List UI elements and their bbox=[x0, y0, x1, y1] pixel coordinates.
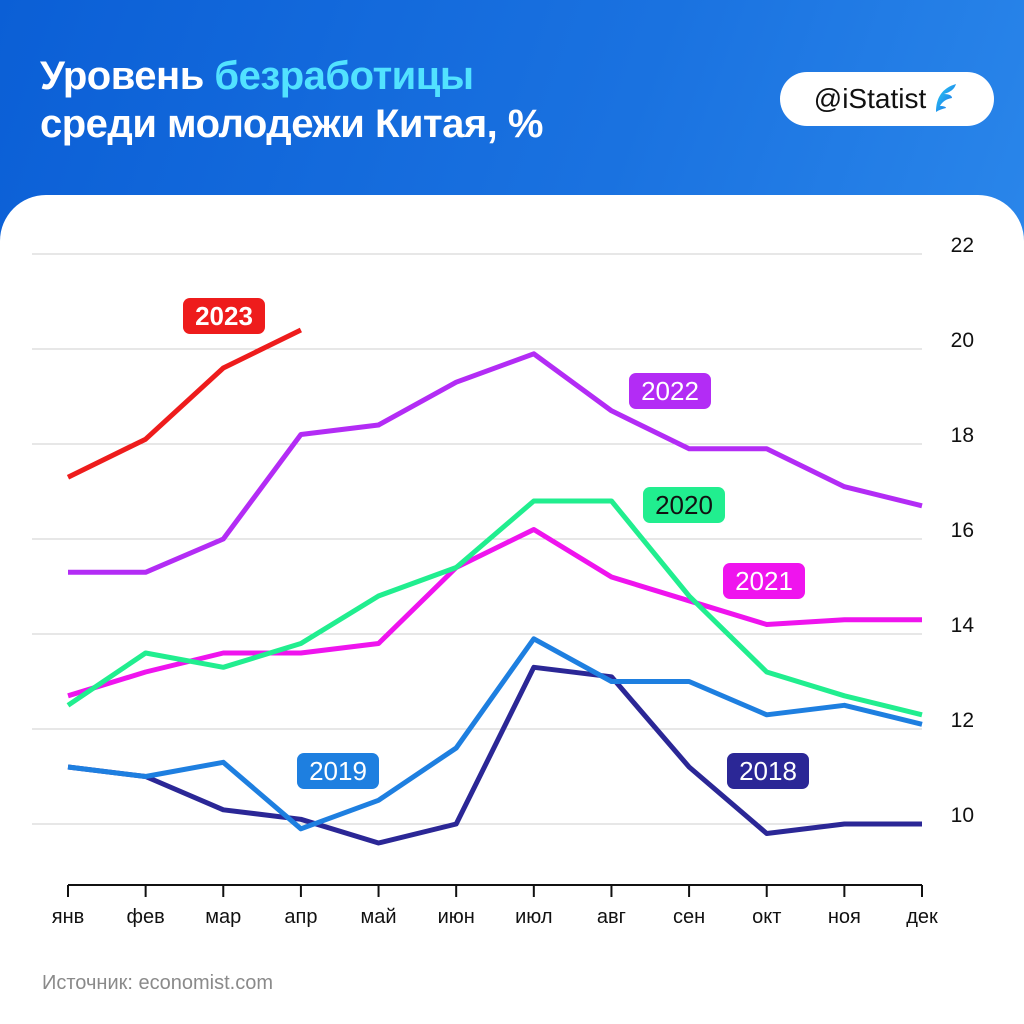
series-label-text-2020: 2020 bbox=[655, 490, 713, 520]
series-label-2018: 2018 bbox=[727, 753, 809, 789]
x-tick-label-11: дек bbox=[906, 906, 938, 928]
x-tick-label-4: май bbox=[361, 906, 397, 928]
series-label-bg-2019 bbox=[297, 753, 379, 789]
x-tick-label-8: сен bbox=[673, 906, 705, 928]
x-tick-label-7: авг bbox=[597, 906, 626, 928]
x-tick-label-6: июл bbox=[515, 906, 552, 928]
source-note: Источник: economist.com bbox=[42, 972, 273, 994]
series-label-text-2023: 2023 bbox=[195, 301, 253, 331]
title-text-part1: Уровень bbox=[40, 54, 215, 98]
series-line-2018 bbox=[67, 664, 922, 846]
series-label-2022: 2022 bbox=[629, 373, 711, 409]
series-label-text-2019: 2019 bbox=[309, 756, 367, 786]
y-tick-label-18: 18 bbox=[951, 424, 974, 447]
brand-name: @iStatist bbox=[813, 83, 927, 114]
series-line-2022 bbox=[68, 351, 923, 575]
x-tick-label-9: окт bbox=[752, 906, 781, 928]
brand-badge[interactable]: @iStatist bbox=[780, 72, 994, 126]
series-label-bg-2023 bbox=[183, 298, 265, 334]
y-tick-label-16: 16 bbox=[951, 519, 974, 542]
series-label-text-2022: 2022 bbox=[641, 376, 699, 406]
y-tick-label-10: 10 bbox=[951, 804, 974, 827]
y-tick-label-22: 22 bbox=[951, 234, 974, 257]
title-accent-text: безработицы bbox=[214, 54, 474, 98]
series-line-2019 bbox=[67, 636, 923, 832]
gridlines bbox=[32, 253, 922, 825]
x-tick-label-3: апр bbox=[284, 906, 317, 928]
series-line-2021 bbox=[67, 527, 922, 699]
x-tick-label-10: ноя bbox=[828, 906, 861, 928]
x-tick-label-0: янв bbox=[52, 906, 85, 928]
series-label-text-2018: 2018 bbox=[739, 756, 797, 786]
series-labels: 2023 2022 2020 2021 2019 2018 bbox=[183, 298, 809, 789]
x-tick-label-5: июн bbox=[438, 906, 475, 928]
series-label-bg-2020 bbox=[643, 487, 725, 523]
y-tick-label-14: 14 bbox=[951, 614, 975, 637]
x-tick-label-1: фев bbox=[127, 906, 165, 928]
series-label-bg-2021 bbox=[723, 563, 805, 599]
series-label-2021: 2021 bbox=[723, 563, 805, 599]
y-axis-ticks: 10 12 14 16 18 20 22 bbox=[951, 234, 975, 827]
series-label-2020: 2020 bbox=[643, 487, 725, 523]
series-line-2020 bbox=[66, 498, 923, 718]
x-tick-label-2: мар bbox=[205, 906, 241, 928]
y-tick-label-12: 12 bbox=[951, 709, 974, 732]
series-lines bbox=[66, 327, 923, 846]
chart-title: Уровень безработицы среди молодежи Китая,… bbox=[40, 52, 543, 148]
series-line-2023 bbox=[66, 327, 302, 480]
istatist-leaf-icon bbox=[936, 84, 957, 112]
series-label-text-2021: 2021 bbox=[735, 566, 793, 596]
series-label-bg-2018 bbox=[727, 753, 809, 789]
series-label-2019: 2019 bbox=[297, 753, 379, 789]
y-tick-label-20: 20 bbox=[951, 329, 974, 352]
title-text-line2: среди молодежи Китая, % bbox=[40, 102, 543, 146]
x-axis: янв фев мар апр май июн июл авг сен окт ноя дек bbox=[52, 884, 938, 928]
series-label-bg-2022 bbox=[629, 373, 711, 409]
series-label-2023: 2023 bbox=[183, 298, 265, 334]
